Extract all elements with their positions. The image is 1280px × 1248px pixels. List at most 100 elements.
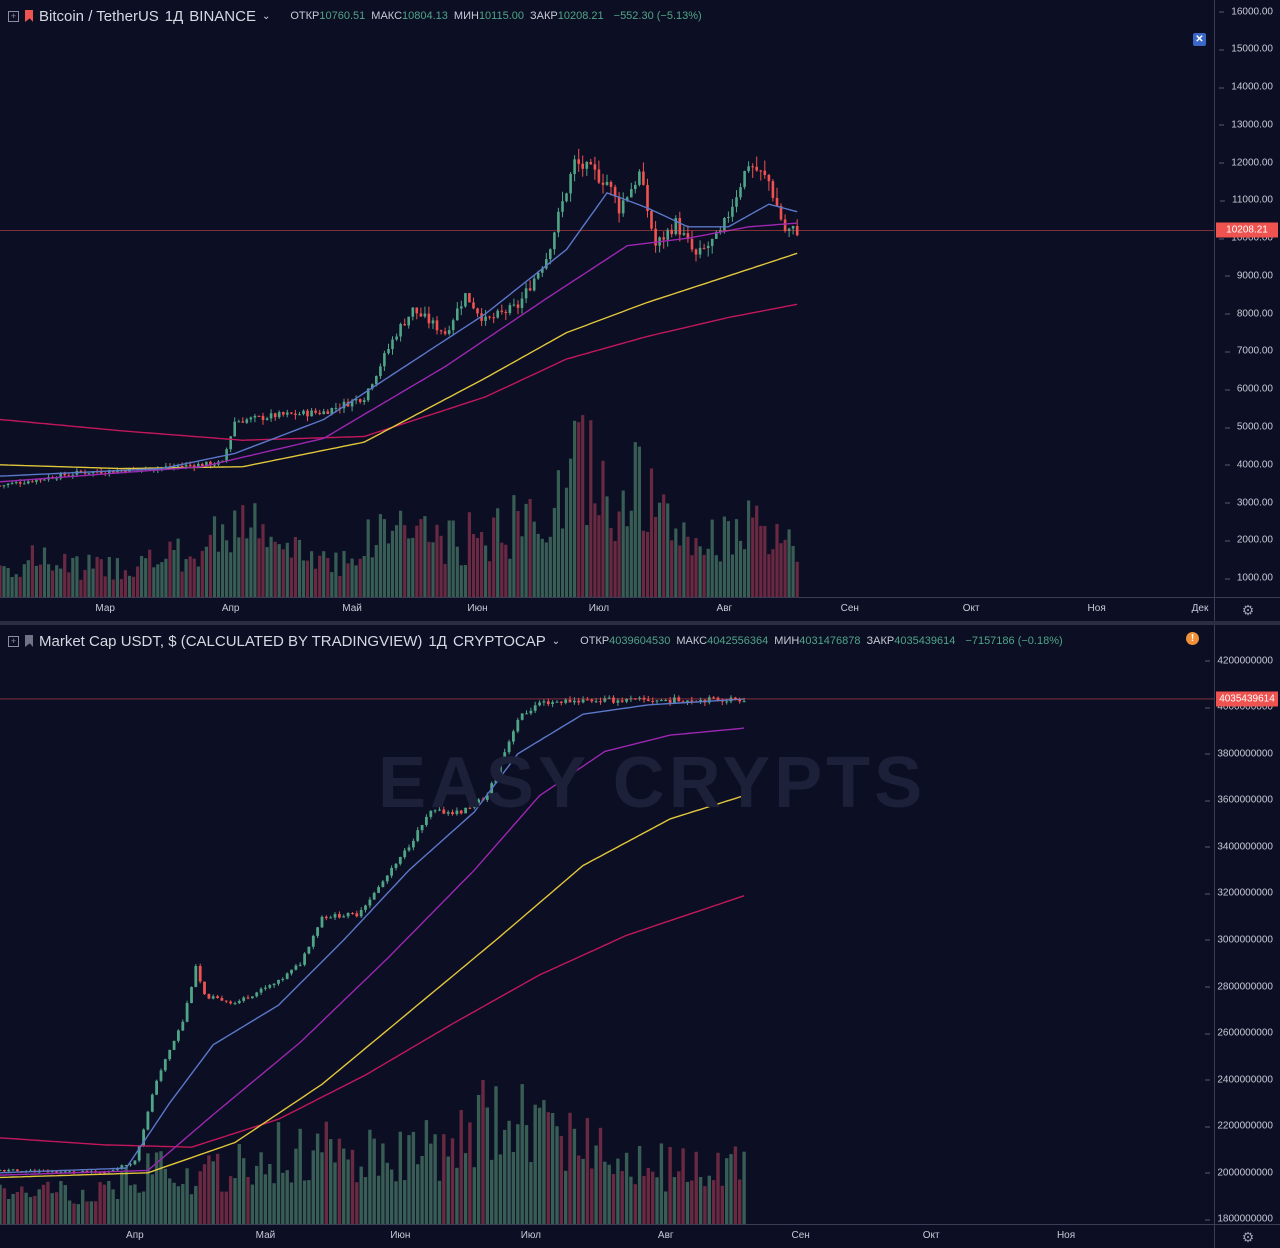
candle-body[interactable] (55, 478, 58, 480)
candle-body[interactable] (542, 701, 546, 703)
candle-body[interactable] (739, 187, 742, 198)
candle-body[interactable] (108, 470, 111, 474)
candle-body[interactable] (423, 313, 427, 317)
candle-body[interactable] (285, 973, 289, 979)
candle-body[interactable] (533, 705, 537, 711)
candle-body[interactable] (477, 799, 480, 803)
candle-body[interactable] (116, 470, 119, 473)
candle-body[interactable] (3, 1170, 6, 1172)
candle-body[interactable] (205, 461, 208, 466)
candle-body[interactable] (298, 414, 301, 416)
candle-body[interactable] (194, 966, 198, 987)
candle-body[interactable] (767, 175, 771, 182)
candle-body[interactable] (338, 914, 341, 918)
candle-body[interactable] (557, 211, 560, 233)
candle-body[interactable] (565, 193, 568, 202)
candle-body[interactable] (727, 216, 730, 218)
candle-body[interactable] (581, 163, 584, 169)
candle-body[interactable] (269, 413, 273, 419)
candle-body[interactable] (358, 399, 362, 402)
close-pane-icon[interactable]: ✕ (1193, 33, 1206, 46)
candle-body[interactable] (59, 1171, 63, 1173)
candle-body[interactable] (268, 985, 272, 988)
btc-exchange[interactable]: BINANCE (189, 7, 256, 25)
candle-body[interactable] (124, 470, 127, 473)
candle-body[interactable] (359, 910, 363, 917)
candle-body[interactable] (310, 410, 313, 417)
candle-body[interactable] (468, 807, 472, 809)
usdt-interval[interactable]: 1Д (428, 632, 447, 650)
candle-body[interactable] (155, 1080, 158, 1095)
candle-body[interactable] (184, 464, 188, 467)
candle-body[interactable] (253, 415, 257, 418)
candle-body[interactable] (646, 699, 650, 701)
candle-body[interactable] (553, 232, 556, 250)
candle-body[interactable] (677, 697, 681, 702)
candle-body[interactable] (425, 816, 428, 825)
candle-body[interactable] (516, 304, 520, 308)
candle-body[interactable] (261, 415, 265, 420)
candle-body[interactable] (43, 479, 46, 481)
candle-body[interactable] (159, 1070, 163, 1081)
candle-body[interactable] (468, 293, 471, 303)
candle-body[interactable] (551, 702, 554, 704)
candle-body[interactable] (6, 483, 10, 486)
candle-body[interactable] (668, 700, 672, 703)
candle-body[interactable] (702, 247, 706, 249)
candle-body[interactable] (503, 752, 507, 763)
candle-body[interactable] (391, 339, 394, 350)
candle-body[interactable] (63, 1171, 67, 1173)
candle-body[interactable] (303, 953, 306, 965)
candle-body[interactable] (377, 887, 380, 893)
candle-body[interactable] (399, 324, 402, 337)
candle-body[interactable] (229, 1001, 232, 1004)
candle-body[interactable] (385, 875, 389, 882)
candle-body[interactable] (549, 249, 552, 260)
candle-body[interactable] (723, 218, 726, 231)
candle-body[interactable] (538, 702, 541, 706)
usdt-time-axis[interactable]: Апр Май Июн Июл Авг Сен Окт Ноя (0, 1224, 1214, 1248)
candle-body[interactable] (771, 181, 775, 198)
candle-body[interactable] (255, 992, 259, 997)
candle-body[interactable] (329, 917, 333, 919)
candle-body[interactable] (264, 987, 267, 989)
candle-body[interactable] (559, 701, 563, 703)
ma-mid-line[interactable] (0, 727, 745, 1176)
candle-body[interactable] (670, 229, 673, 235)
candle-body[interactable] (694, 249, 698, 255)
candle-body[interactable] (707, 697, 711, 703)
candle-body[interactable] (472, 802, 476, 808)
candle-body[interactable] (594, 701, 598, 703)
candle-body[interactable] (536, 272, 540, 279)
candle-body[interactable] (233, 421, 236, 437)
candle-body[interactable] (116, 1169, 119, 1171)
candle-body[interactable] (185, 1003, 189, 1022)
ma-fast-line[interactable] (0, 698, 745, 1174)
candle-body[interactable] (59, 473, 62, 479)
candle-body[interactable] (504, 311, 508, 313)
candle-body[interactable] (407, 847, 411, 851)
candle-body[interactable] (366, 388, 370, 401)
candle-body[interactable] (446, 812, 450, 814)
candle-body[interactable] (655, 700, 659, 702)
candle-body[interactable] (383, 353, 386, 367)
candle-body[interactable] (81, 1171, 85, 1172)
candle-body[interactable] (137, 1145, 141, 1161)
candle-body[interactable] (394, 863, 398, 868)
candle-body[interactable] (496, 310, 499, 318)
candle-body[interactable] (342, 401, 346, 409)
candle-body[interactable] (601, 182, 605, 185)
candle-body[interactable] (14, 482, 18, 484)
candle-body[interactable] (520, 713, 524, 720)
candle-body[interactable] (242, 997, 246, 1001)
candle-body[interactable] (545, 259, 548, 269)
candle-body[interactable] (599, 701, 602, 703)
btc-time-axis[interactable]: Мар Апр Май Июн Июл Авг Сен Окт Ноя Дек (0, 597, 1214, 621)
btc-plot-area[interactable] (0, 0, 1214, 597)
candle-body[interactable] (398, 857, 402, 864)
candle-body[interactable] (198, 966, 202, 982)
candle-body[interactable] (362, 400, 366, 402)
candle-body[interactable] (638, 697, 641, 699)
candle-body[interactable] (351, 913, 354, 914)
candle-body[interactable] (541, 268, 544, 273)
